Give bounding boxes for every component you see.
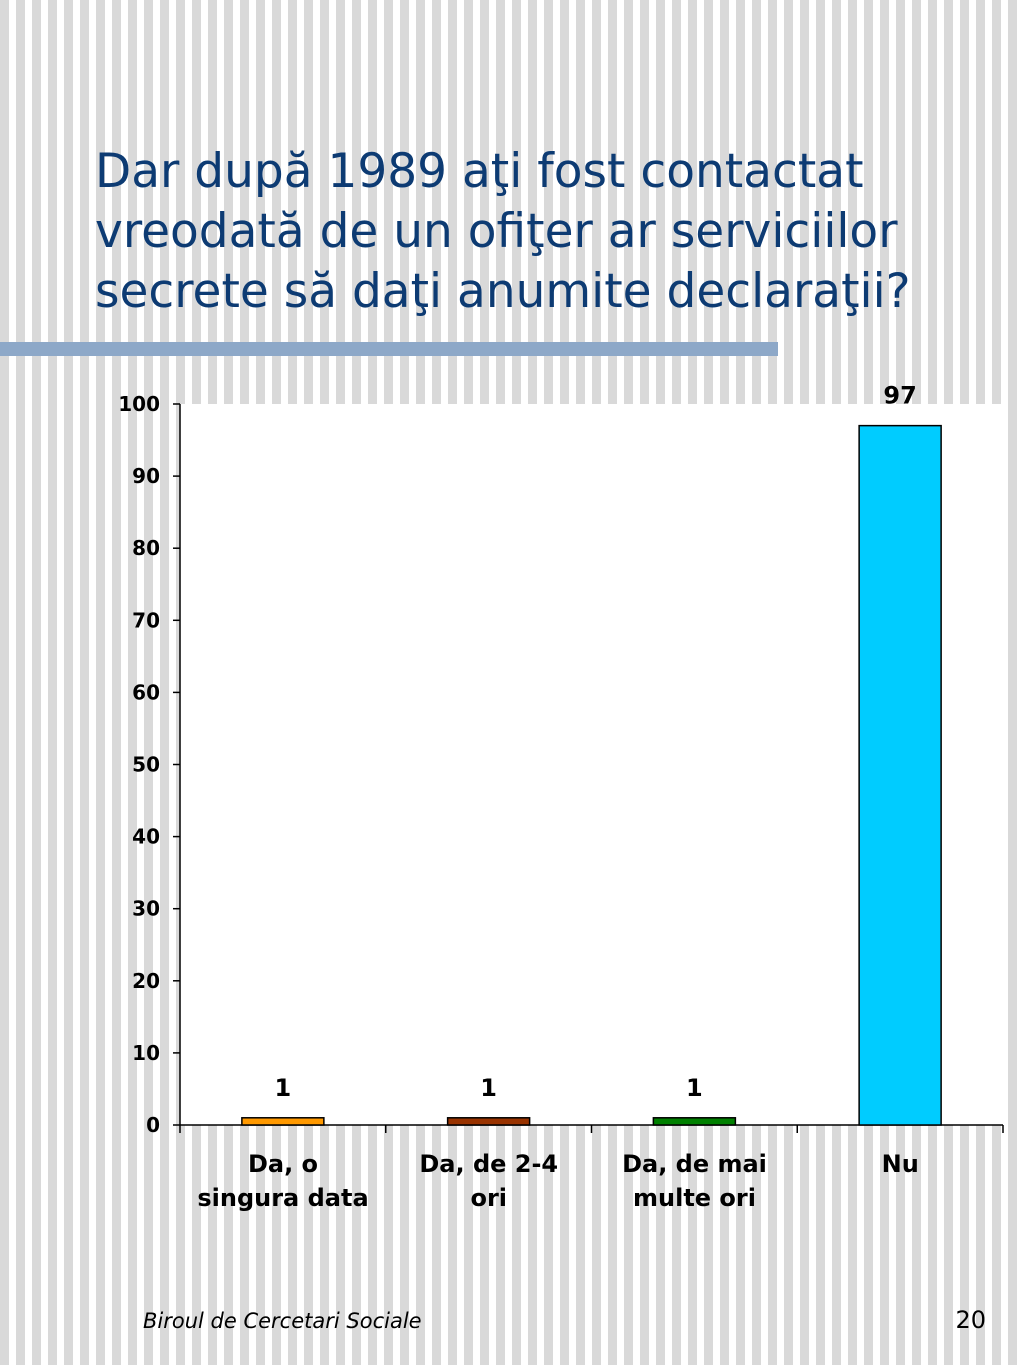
y-tick-label: 70: [132, 608, 160, 632]
bar: [652, 1117, 737, 1126]
x-category-label: Da, de 2-4 ori: [419, 1150, 559, 1212]
y-tick-label: 100: [118, 392, 160, 416]
x-category-label: Da, de mai multe ori: [622, 1150, 767, 1212]
y-tick-label: 60: [132, 680, 160, 704]
y-tick-label: 90: [132, 464, 160, 488]
y-tick-label: 40: [132, 825, 160, 849]
y-tick-label: 30: [132, 897, 160, 921]
data-label: 1: [275, 1074, 292, 1102]
y-tick-label: 0: [146, 1113, 160, 1137]
y-tick-label: 80: [132, 536, 160, 560]
x-category-label: Da, o singura data: [197, 1150, 369, 1212]
bar: [858, 424, 942, 1126]
y-tick-label: 50: [132, 753, 160, 777]
bar: [241, 1117, 325, 1126]
page-number: 20: [955, 1306, 986, 1334]
x-category-label: Nu: [881, 1150, 919, 1178]
y-tick-label: 10: [132, 1041, 160, 1065]
bar: [446, 1117, 531, 1126]
data-label: 1: [686, 1074, 703, 1102]
slide-title: Dar după 1989 aţi fost contactat vreodat…: [95, 144, 911, 319]
y-tick-label: 20: [132, 969, 160, 993]
data-label: 1: [480, 1074, 497, 1102]
data-label: 97: [883, 382, 916, 410]
footer-source: Biroul de Cercetari Sociale: [143, 1309, 422, 1333]
title-divider: [0, 342, 778, 356]
